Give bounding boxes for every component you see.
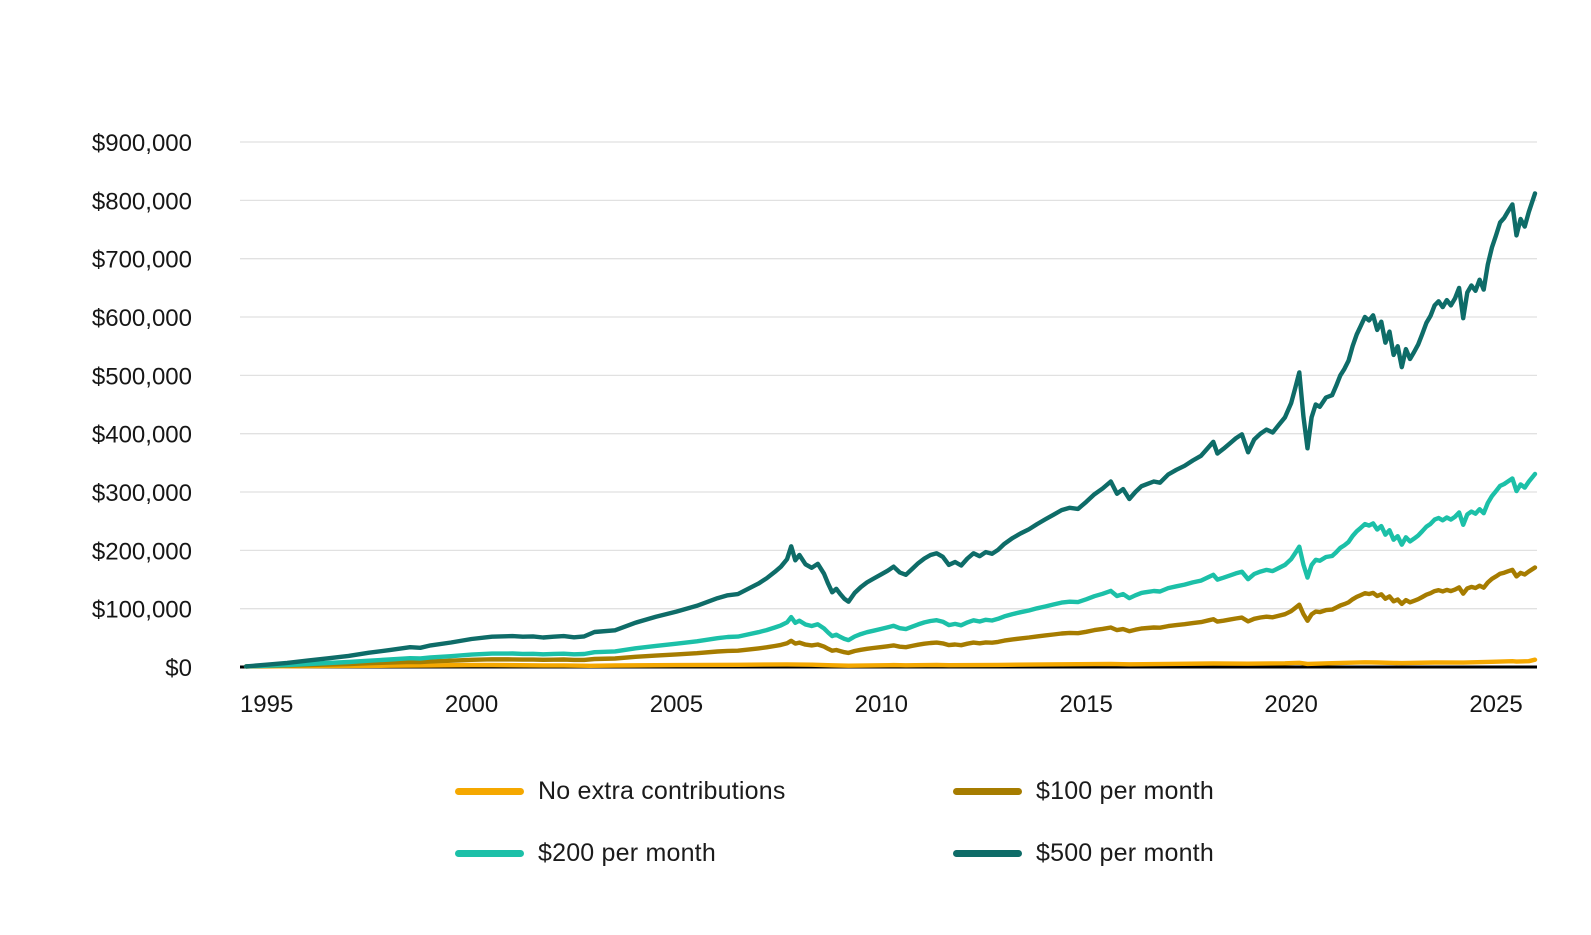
series-line--100-per-month: [243, 565, 1538, 669]
x-axis-labels-group: 1995 2000 2005 2010 2015 2020 2025: [240, 691, 1523, 718]
y-tick-label-900000: $900,000: [92, 130, 192, 157]
x-tick-label-2010: 2010: [855, 691, 908, 718]
series-line--500-per-month: [243, 191, 1538, 669]
y-tick-label-0: $0: [165, 655, 192, 682]
y-axis-labels-group: $0 $100,000 $200,000 $300,000 $400,000 $500,0…: [92, 130, 192, 682]
y-tick-label-200000: $200,000: [92, 538, 192, 565]
x-tick-label-2025: 2025: [1469, 691, 1522, 718]
x-tick-label-1995: 1995: [240, 691, 293, 718]
y-tick-label-300000: $300,000: [92, 480, 192, 507]
y-tick-label-400000: $400,000: [92, 422, 192, 449]
y-tick-label-600000: $600,000: [92, 305, 192, 332]
series-group: [243, 191, 1538, 669]
y-tick-label-100000: $100,000: [92, 597, 192, 624]
y-tick-label-800000: $800,000: [92, 188, 192, 215]
x-tick-label-2005: 2005: [650, 691, 703, 718]
x-tick-label-2000: 2000: [445, 691, 498, 718]
x-tick-label-2015: 2015: [1060, 691, 1113, 718]
y-tick-label-700000: $700,000: [92, 247, 192, 274]
y-tick-label-500000: $500,000: [92, 363, 192, 390]
series-line--200-per-month: [243, 471, 1538, 669]
series-line-no-extra-contributions: [243, 657, 1538, 669]
x-tick-label-2020: 2020: [1264, 691, 1317, 718]
gridlines-group: [240, 141, 1537, 669]
